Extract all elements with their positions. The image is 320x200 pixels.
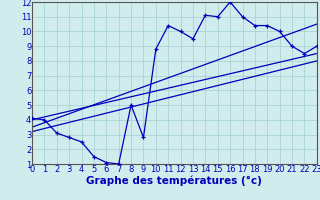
X-axis label: Graphe des températures (°c): Graphe des températures (°c)	[86, 175, 262, 186]
